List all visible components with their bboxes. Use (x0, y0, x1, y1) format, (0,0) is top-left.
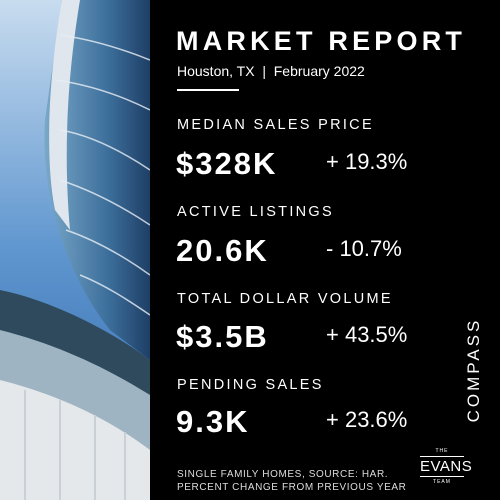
brand: COMPASS (464, 317, 483, 423)
logo-name: EVANS (420, 456, 473, 477)
metric-label: ACTIVE LISTINGS (177, 204, 334, 220)
metric-value: 9.3K (176, 404, 250, 439)
subtitle: Houston, TX | February 2022 (177, 63, 365, 79)
metric-change: - 10.7% (326, 236, 402, 261)
metric-value: $3.5B (176, 319, 269, 354)
divider (177, 89, 239, 91)
title: MARKET REPORT (176, 26, 467, 56)
metric-change: + 43.5% (326, 322, 408, 347)
logo-bottom: TEAM (433, 479, 451, 485)
metric-label: MEDIAN SALES PRICE (177, 117, 374, 133)
metric-change: + 23.6% (326, 407, 408, 432)
metric-label: TOTAL DOLLAR VOLUME (177, 291, 393, 307)
building-photo (0, 0, 150, 500)
metric-change: + 19.3% (326, 149, 408, 174)
footnote: PERCENT CHANGE FROM PREVIOUS YEAR (177, 482, 407, 493)
metric-value: $328K (176, 146, 278, 181)
logo: THE EVANS TEAM (420, 448, 473, 485)
footnote: SINGLE FAMILY HOMES, SOURCE: HAR. (177, 469, 389, 480)
metric-label: PENDING SALES (177, 377, 324, 393)
metric-value: 20.6K (176, 233, 269, 268)
logo-top: THE (435, 448, 449, 454)
